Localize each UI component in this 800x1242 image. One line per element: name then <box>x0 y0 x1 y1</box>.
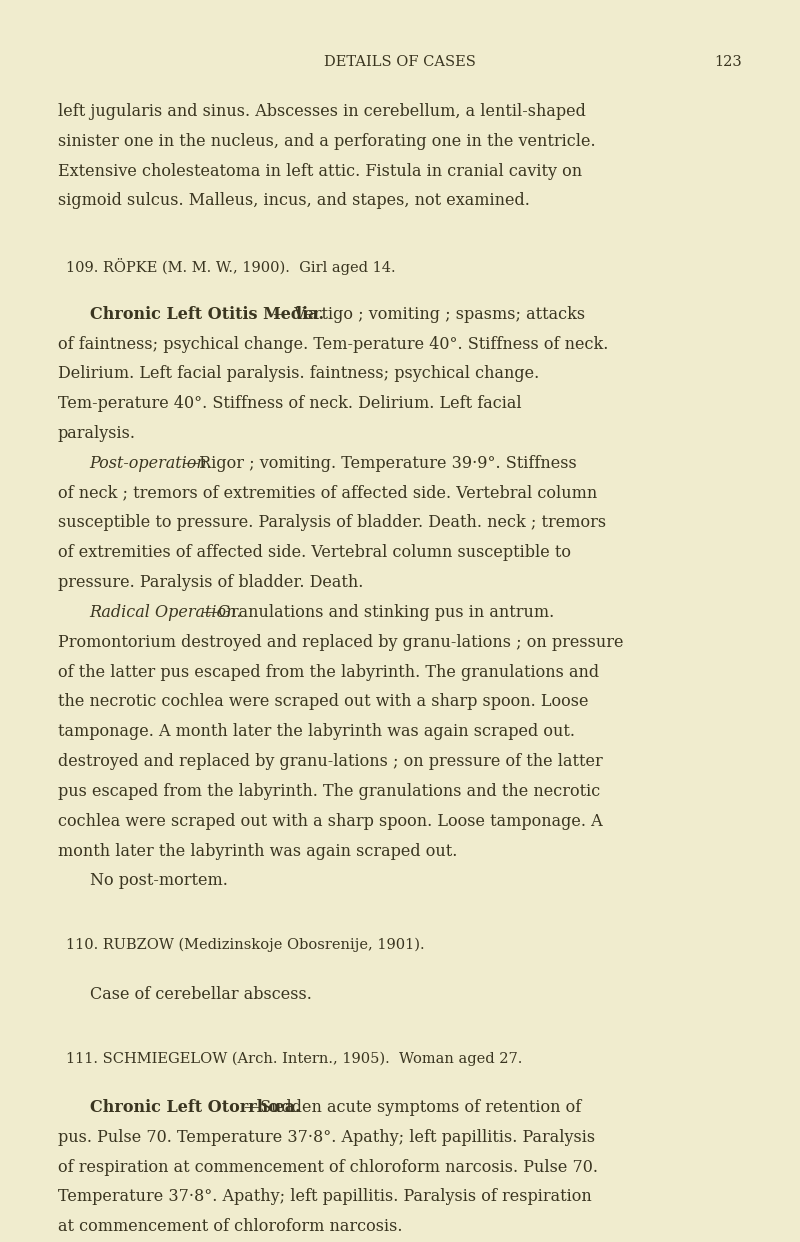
Text: —Rigor ; vomiting. Temperature 39·9°. Stiffness: —Rigor ; vomiting. Temperature 39·9°. St… <box>183 455 577 472</box>
Text: — Vertigo ; vomiting ; spasms; attacks: — Vertigo ; vomiting ; spasms; attacks <box>273 306 585 323</box>
Text: Extensive cholesteatoma in left attic. Fistula in cranial cavity on: Extensive cholesteatoma in left attic. F… <box>58 163 582 180</box>
Text: 109. RÖPKE (M. M. W., 1900).  Girl aged 14.: 109. RÖPKE (M. M. W., 1900). Girl aged 1… <box>66 258 395 274</box>
Text: Tem-perature 40°. Stiffness of neck. Delirium. Left facial: Tem-perature 40°. Stiffness of neck. Del… <box>58 395 522 412</box>
Text: susceptible to pressure. Paralysis of bladder. Death. neck ; tremors: susceptible to pressure. Paralysis of bl… <box>58 514 606 532</box>
Text: left jugularis and sinus. Abscesses in cerebellum, a lentil-shaped: left jugularis and sinus. Abscesses in c… <box>58 103 586 120</box>
Text: of the latter pus escaped from the labyrinth. The granulations and: of the latter pus escaped from the labyr… <box>58 663 598 681</box>
Text: Chronic Left Otitis Media.: Chronic Left Otitis Media. <box>90 306 323 323</box>
Text: pus. Pulse 70. Temperature 37·8°. Apathy; left papillitis. Paralysis: pus. Pulse 70. Temperature 37·8°. Apathy… <box>58 1129 594 1146</box>
Text: Temperature 37·8°. Apathy; left papillitis. Paralysis of respiration: Temperature 37·8°. Apathy; left papillit… <box>58 1189 591 1206</box>
Text: —Sudden acute symptoms of retention of: —Sudden acute symptoms of retention of <box>245 1099 582 1117</box>
Text: of respiration at commencement of chloroform narcosis. Pulse 70.: of respiration at commencement of chloro… <box>58 1159 598 1176</box>
Text: Radical Operation.: Radical Operation. <box>90 604 242 621</box>
Text: pus escaped from the labyrinth. The granulations and the necrotic: pus escaped from the labyrinth. The gran… <box>58 782 600 800</box>
Text: pressure. Paralysis of bladder. Death.: pressure. Paralysis of bladder. Death. <box>58 574 363 591</box>
Text: destroyed and replaced by granu-lations ; on pressure of the latter: destroyed and replaced by granu-lations … <box>58 753 602 770</box>
Text: Chronic Left Otorrhœa.: Chronic Left Otorrhœa. <box>90 1099 300 1117</box>
Text: cochlea were scraped out with a sharp spoon. Loose tamponage. A: cochlea were scraped out with a sharp sp… <box>58 812 602 830</box>
Text: No post-mortem.: No post-mortem. <box>90 872 227 889</box>
Text: DETAILS OF CASES: DETAILS OF CASES <box>324 55 476 70</box>
Text: at commencement of chloroform narcosis.: at commencement of chloroform narcosis. <box>58 1218 402 1236</box>
Text: month later the labyrinth was again scraped out.: month later the labyrinth was again scra… <box>58 842 457 859</box>
Text: tamponage. A month later the labyrinth was again scraped out.: tamponage. A month later the labyrinth w… <box>58 723 574 740</box>
Text: 110. RUBZOW (Medizinskoje Obosrenije, 1901).: 110. RUBZOW (Medizinskoje Obosrenije, 19… <box>66 938 424 953</box>
Text: 111. SCHMIEGELOW (Arch. Intern., 1905).  Woman aged 27.: 111. SCHMIEGELOW (Arch. Intern., 1905). … <box>66 1051 522 1066</box>
Text: sinister one in the nucleus, and a perforating one in the ventricle.: sinister one in the nucleus, and a perfo… <box>58 133 595 150</box>
Text: Case of cerebellar abscess.: Case of cerebellar abscess. <box>90 986 311 1002</box>
Text: of neck ; tremors of extremities of affected side. Vertebral column: of neck ; tremors of extremities of affe… <box>58 484 597 502</box>
Text: the necrotic cochlea were scraped out with a sharp spoon. Loose: the necrotic cochlea were scraped out wi… <box>58 693 588 710</box>
Text: Delirium. Left facial paralysis. faintness; psychical change.: Delirium. Left facial paralysis. faintne… <box>58 365 539 383</box>
Text: paralysis.: paralysis. <box>58 425 135 442</box>
Text: Post-operation.: Post-operation. <box>90 455 212 472</box>
Text: of extremities of affected side. Vertebral column susceptible to: of extremities of affected side. Vertebr… <box>58 544 570 561</box>
Text: sigmoid sulcus. Malleus, incus, and stapes, not examined.: sigmoid sulcus. Malleus, incus, and stap… <box>58 193 530 210</box>
Text: —Granulations and stinking pus in antrum.: —Granulations and stinking pus in antrum… <box>202 604 554 621</box>
Text: 123: 123 <box>714 55 742 70</box>
Text: of faintness; psychical change. Tem-perature 40°. Stiffness of neck.: of faintness; psychical change. Tem-pera… <box>58 335 608 353</box>
Text: Promontorium destroyed and replaced by granu-lations ; on pressure: Promontorium destroyed and replaced by g… <box>58 633 623 651</box>
